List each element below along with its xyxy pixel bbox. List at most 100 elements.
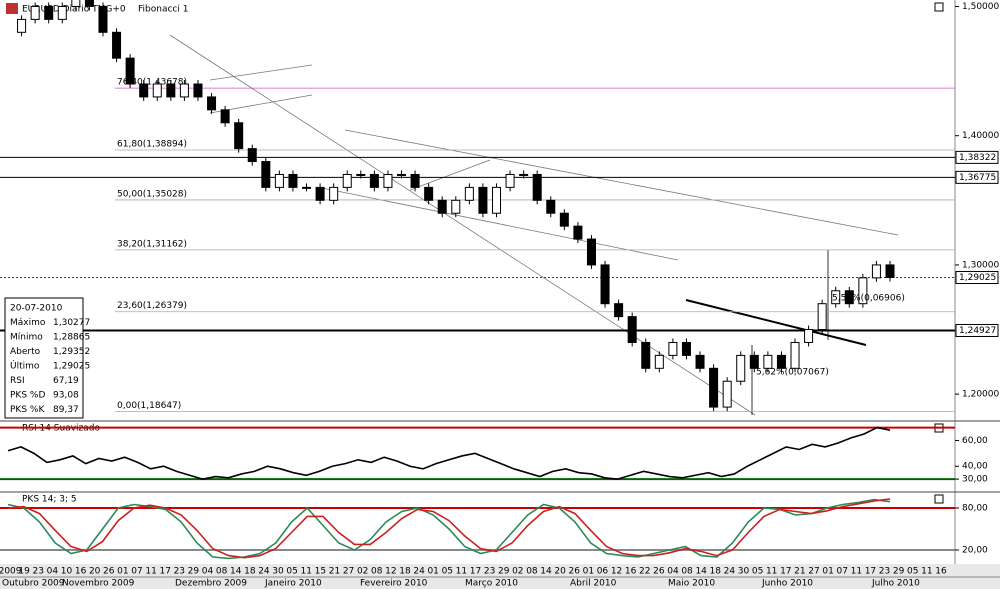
y-tick-label: 60,00 (962, 436, 988, 446)
x-tick-label: 01 (583, 567, 594, 577)
x-tick-label: 14 (230, 567, 242, 577)
candle (614, 303, 624, 318)
x-tick-label: 24 (724, 567, 736, 577)
y-tick-label: 1,40000 (962, 131, 999, 141)
candle (586, 238, 596, 266)
candle (831, 290, 841, 305)
candle (817, 303, 827, 331)
candle (274, 173, 284, 188)
candle (654, 354, 664, 369)
x-tick-label: 08 (371, 567, 383, 577)
x-tick-label: 26 (569, 567, 581, 577)
subtitle: Fibonacci 1 (138, 5, 188, 15)
candle (478, 186, 488, 214)
y-tick-label: 20,00 (962, 546, 988, 556)
candle (681, 341, 691, 356)
candle (844, 290, 854, 305)
candle (410, 173, 420, 188)
x-tick-label: 06 (597, 567, 609, 577)
x-tick-label: 12 (385, 567, 396, 577)
candle (84, 0, 94, 7)
fib-label: 0,00(1,18647) (117, 401, 181, 411)
y-tick-label: 1,20000 (962, 390, 999, 400)
annotation: 5,56%(0,06906) (832, 294, 905, 304)
candle (573, 225, 583, 240)
candle (600, 264, 610, 305)
x-tick-label: 05 (907, 567, 918, 577)
x-tick-label: 20 (554, 567, 566, 577)
info-box (4, 297, 84, 419)
month-label: Fevereiro 2010 (360, 579, 428, 589)
y-tick-label: 1,30000 (962, 260, 999, 270)
candle (749, 354, 759, 369)
x-tick-label: 18 (399, 567, 411, 577)
x-tick-label: 19 (18, 567, 30, 577)
info-value: 1,30277 (53, 318, 90, 328)
candle (302, 186, 312, 189)
info-value: 1,29352 (53, 347, 90, 357)
fib-label: 50,00(1,35028) (117, 189, 187, 199)
indicator-line (7, 498, 891, 560)
candle (261, 161, 271, 188)
candle (193, 83, 203, 98)
info-label: 20-07-2010 (10, 304, 63, 314)
candle (559, 212, 569, 227)
month-label: Abril 2010 (570, 579, 617, 589)
x-tick-label: 21 (794, 567, 805, 577)
y-tick-label: 1,50000 (962, 2, 999, 12)
month-label: Junho 2010 (761, 579, 813, 589)
candle (30, 5, 40, 20)
month-label: Março 2010 (465, 579, 518, 589)
info-label: PKS %K (10, 405, 45, 415)
candle (342, 173, 352, 188)
level-label: 1,38322 (959, 153, 996, 163)
x-tick-label: 08 (526, 567, 538, 577)
x-tick-label: 11 (301, 567, 312, 577)
candle (234, 122, 244, 150)
candle (179, 83, 189, 98)
chart-title: EURUSD Diário TMG+0 (22, 5, 126, 15)
x-tick-label: 01 (427, 567, 438, 577)
fx-icon (6, 3, 18, 14)
level-box (955, 323, 999, 337)
info-value: 67,19 (53, 376, 79, 386)
x-tick-label: 12 (611, 567, 622, 577)
candle (329, 186, 339, 201)
candle (383, 173, 393, 188)
candle (356, 173, 366, 176)
candle (125, 57, 135, 85)
x-tick-label: 17 (865, 567, 876, 577)
x-tick-label: 10 (61, 567, 73, 577)
x-tick-label: 08 (216, 567, 228, 577)
candle (505, 173, 515, 188)
x-tick-label: 07 (836, 567, 847, 577)
x-tick-label: 11 (766, 567, 777, 577)
y-tick-label: 80,00 (962, 504, 988, 514)
candle (17, 18, 27, 33)
x-tick-label: 2009 (0, 567, 22, 577)
candle (736, 354, 746, 382)
x-tick-label: 17 (780, 567, 791, 577)
candle (139, 83, 149, 98)
x-tick-label: 30 (272, 567, 284, 577)
candle (112, 31, 122, 59)
window-button[interactable] (934, 494, 944, 504)
indicator-line (7, 498, 891, 559)
candle (451, 199, 461, 214)
window-button[interactable] (934, 2, 944, 12)
candle (627, 316, 637, 343)
candle (858, 277, 868, 305)
info-value: 1,28865 (53, 333, 90, 343)
x-tick-label: 14 (695, 567, 707, 577)
candle (396, 173, 407, 176)
candle (695, 354, 705, 369)
x-tick-label: 26 (103, 567, 115, 577)
x-tick-label: 01 (822, 567, 833, 577)
x-tick-label: 04 (202, 567, 214, 577)
x-tick-label: 11 (921, 567, 932, 577)
x-tick-label: 23 (879, 567, 890, 577)
x-tick-label: 14 (540, 567, 552, 577)
y-tick-label: 30,00 (962, 475, 988, 485)
x-tick-label: 05 (286, 567, 297, 577)
